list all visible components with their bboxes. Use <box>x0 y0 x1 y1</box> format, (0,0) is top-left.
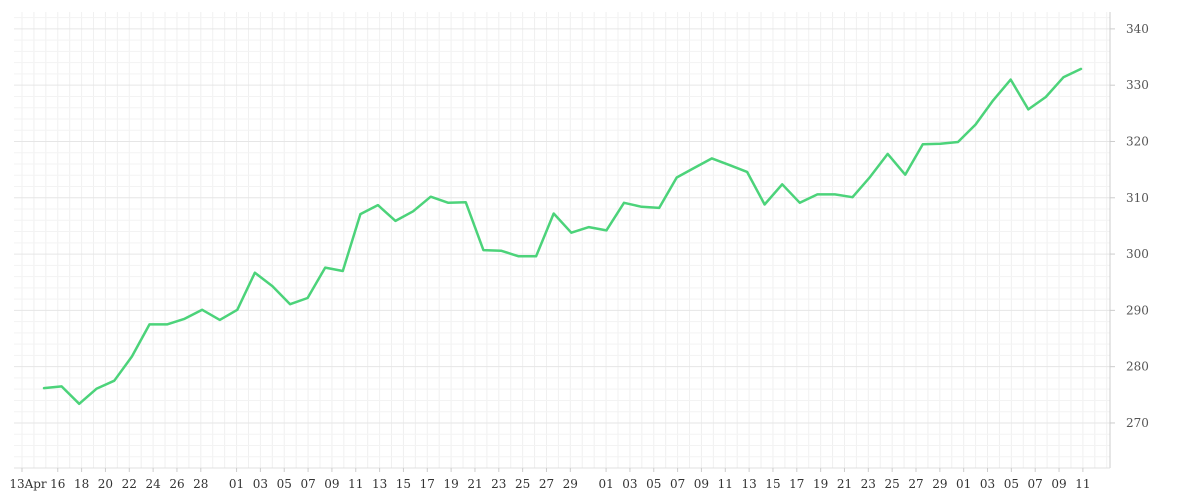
x-tick-label: 01 <box>598 477 613 491</box>
x-tick-label: 22 <box>122 477 137 491</box>
x-tick-label: 29 <box>563 477 578 491</box>
x-tick-label: 09 <box>324 477 339 491</box>
x-tick-label: 07 <box>670 477 685 491</box>
x-tick-label: 11 <box>348 477 363 491</box>
x-tick-label: 13Apr <box>9 477 47 491</box>
x-tick-label: 01 <box>229 477 244 491</box>
x-tick-label: 03 <box>253 477 268 491</box>
axis-layer: 270 280 290 300 310 320 330 340 13Apr 16 18 20 22 24 2… <box>9 12 1149 491</box>
x-tick-label: 19 <box>813 477 828 491</box>
x-tick-label: 15 <box>765 477 780 491</box>
x-tick-label: 05 <box>277 477 292 491</box>
x-tick-label: 05 <box>646 477 661 491</box>
x-tick-label: 23 <box>491 477 506 491</box>
y-tick-label: 280 <box>1126 360 1149 374</box>
x-tick-label: 03 <box>622 477 637 491</box>
y-tick-label: 300 <box>1126 247 1149 261</box>
x-tick-label: 23 <box>861 477 876 491</box>
x-tick-label: 20 <box>98 477 113 491</box>
series-line <box>42 67 1083 406</box>
x-tick-label: 21 <box>837 477 852 491</box>
x-tick-label: 17 <box>789 477 804 491</box>
x-tick-label: 09 <box>694 477 709 491</box>
y-tick-label: 310 <box>1126 191 1149 205</box>
x-tick-label: 15 <box>396 477 411 491</box>
x-tick-label: 19 <box>443 477 458 491</box>
series-layer <box>42 67 1083 406</box>
x-tick-label: 11 <box>1075 477 1090 491</box>
x-tick-label: 07 <box>300 477 315 491</box>
x-tick-label: 27 <box>908 477 923 491</box>
x-tick-label: 27 <box>539 477 554 491</box>
x-tick-label: 24 <box>145 477 161 491</box>
x-tick-label: 16 <box>50 477 65 491</box>
y-tick-label: 290 <box>1126 303 1149 317</box>
grid-layer <box>14 12 1110 469</box>
x-tick-label: 18 <box>74 477 89 491</box>
x-tick-label: 07 <box>1028 477 1043 491</box>
y-tick-label: 320 <box>1126 134 1149 148</box>
x-tick-label: 17 <box>420 477 435 491</box>
x-tick-label: 11 <box>718 477 733 491</box>
x-tick-label: 29 <box>932 477 947 491</box>
y-tick-label: 340 <box>1126 22 1149 36</box>
y-tick-label: 330 <box>1126 78 1149 92</box>
x-tick-label: 28 <box>193 477 208 491</box>
x-tick-label: 13 <box>741 477 756 491</box>
x-tick-label: 03 <box>980 477 995 491</box>
x-tick-label: 26 <box>169 477 184 491</box>
x-tick-label: 25 <box>885 477 900 491</box>
x-tick-label: 01 <box>956 477 971 491</box>
x-tick-label: 05 <box>1004 477 1019 491</box>
x-tick-label: 13 <box>372 477 387 491</box>
x-tick-label: 09 <box>1051 477 1066 491</box>
x-tick-label: 21 <box>467 477 482 491</box>
y-tick-label: 270 <box>1126 416 1149 430</box>
x-tick-label: 25 <box>515 477 530 491</box>
